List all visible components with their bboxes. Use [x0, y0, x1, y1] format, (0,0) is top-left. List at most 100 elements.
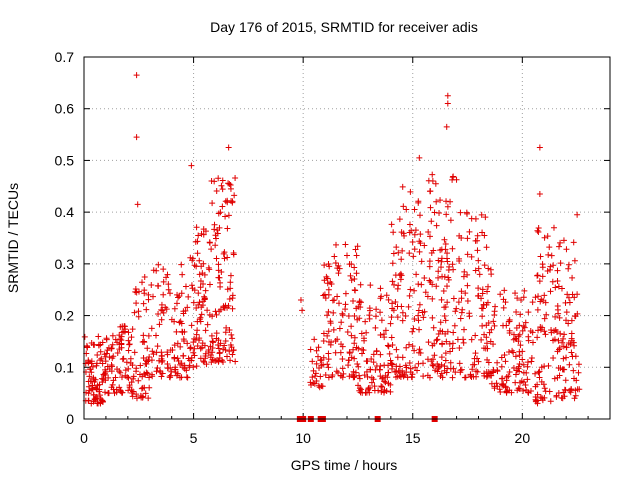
- data-point: [510, 349, 517, 356]
- data-point: [426, 277, 433, 284]
- data-point: [325, 364, 332, 371]
- data-point: [506, 318, 513, 325]
- data-point: [396, 372, 403, 379]
- data-point: [456, 344, 463, 351]
- data-point: [534, 381, 541, 388]
- data-point: [516, 352, 523, 359]
- data-point: [226, 327, 233, 334]
- data-point: [568, 349, 575, 356]
- data-point: [328, 280, 335, 287]
- data-point: [520, 387, 527, 394]
- data-point: [148, 357, 155, 364]
- data-point: [191, 345, 198, 352]
- data-point: [442, 357, 449, 364]
- data-point: [559, 339, 566, 346]
- data-point: [396, 216, 403, 223]
- data-point: [139, 338, 146, 345]
- data-point: [438, 246, 445, 253]
- data-point: [204, 321, 211, 328]
- data-point: [150, 267, 157, 274]
- data-point: [370, 351, 377, 358]
- data-point: [367, 282, 374, 289]
- data-point: [527, 387, 534, 394]
- data-point: [356, 375, 363, 382]
- data-point: [221, 255, 228, 262]
- data-point: [389, 278, 396, 285]
- data-point: [218, 182, 225, 189]
- data-point: [136, 371, 143, 378]
- data-point: [438, 255, 445, 262]
- data-point: [343, 252, 350, 259]
- data-point: [325, 308, 332, 315]
- data-point: [385, 369, 392, 376]
- data-point: [307, 379, 314, 386]
- data-point: [439, 341, 446, 348]
- data-point: [308, 381, 315, 388]
- data-point: [543, 311, 550, 318]
- data-point: [362, 389, 369, 396]
- data-point: [493, 380, 500, 387]
- data-point: [229, 351, 236, 358]
- data-point: [516, 385, 523, 392]
- data-point: [558, 394, 565, 401]
- data-point: [200, 281, 207, 288]
- data-point: [568, 317, 575, 324]
- data-point: [133, 365, 140, 372]
- data-point: [211, 226, 218, 233]
- data-point: [442, 241, 449, 248]
- data-point: [438, 354, 445, 361]
- data-point: [217, 209, 224, 216]
- data-point: [149, 293, 156, 300]
- data-point: [85, 390, 92, 397]
- data-point: [406, 250, 413, 257]
- data-point: [426, 258, 433, 265]
- data-point: [312, 373, 319, 380]
- data-point: [350, 346, 357, 353]
- data-point: [364, 373, 371, 380]
- data-point: [186, 362, 193, 369]
- data-point: [159, 357, 166, 364]
- data-point: [213, 235, 220, 242]
- data-point: [224, 286, 231, 293]
- data-point: [165, 281, 172, 288]
- data-point: [102, 358, 109, 365]
- data-point: [163, 306, 170, 313]
- data-point: [411, 231, 418, 238]
- data-point: [478, 295, 485, 302]
- data-point: [329, 373, 336, 380]
- data-point: [565, 261, 572, 268]
- data-point: [575, 361, 582, 368]
- data-point: [177, 318, 184, 325]
- data-point: [397, 276, 404, 283]
- data-point: [406, 229, 413, 236]
- data-point: [415, 349, 422, 356]
- data-point: [528, 358, 535, 365]
- data-point: [135, 313, 142, 320]
- data-point: [184, 304, 191, 311]
- data-point: [158, 306, 165, 313]
- data-point: [116, 346, 123, 353]
- data-point: [201, 271, 208, 278]
- data-point: [430, 324, 437, 331]
- data-point: [409, 328, 416, 335]
- data-point: [160, 291, 167, 298]
- data-point: [388, 360, 395, 367]
- data-point: [196, 335, 203, 342]
- data-point: [442, 317, 449, 324]
- data-point: [345, 357, 352, 364]
- data-point: [446, 340, 453, 347]
- data-point: [452, 308, 459, 315]
- data-point: [475, 285, 482, 292]
- data-point: [351, 312, 358, 319]
- data-point: [178, 290, 185, 297]
- data-point: [169, 347, 176, 354]
- data-point: [570, 367, 577, 374]
- data-point: [403, 206, 410, 213]
- data-point: [137, 362, 144, 369]
- data-point: [536, 368, 543, 375]
- data-point: [90, 391, 97, 398]
- data-point: [498, 381, 505, 388]
- data-point: [222, 346, 229, 353]
- data-point: [222, 329, 229, 336]
- data-point: [86, 373, 93, 380]
